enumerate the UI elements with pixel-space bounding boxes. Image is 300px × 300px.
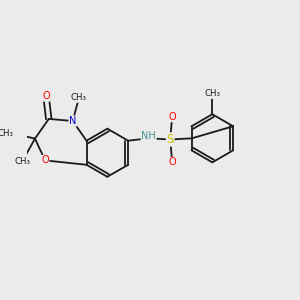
Text: CH₃: CH₃: [0, 129, 13, 138]
Text: O: O: [42, 91, 50, 101]
Text: N: N: [69, 116, 76, 126]
Text: CH₃: CH₃: [204, 89, 220, 98]
Text: S: S: [167, 133, 174, 146]
Text: CH₃: CH₃: [15, 157, 31, 166]
Text: O: O: [168, 112, 176, 122]
Text: CH₃: CH₃: [71, 93, 87, 102]
Text: O: O: [168, 158, 176, 167]
Text: NH: NH: [141, 131, 156, 141]
Text: O: O: [41, 155, 49, 165]
